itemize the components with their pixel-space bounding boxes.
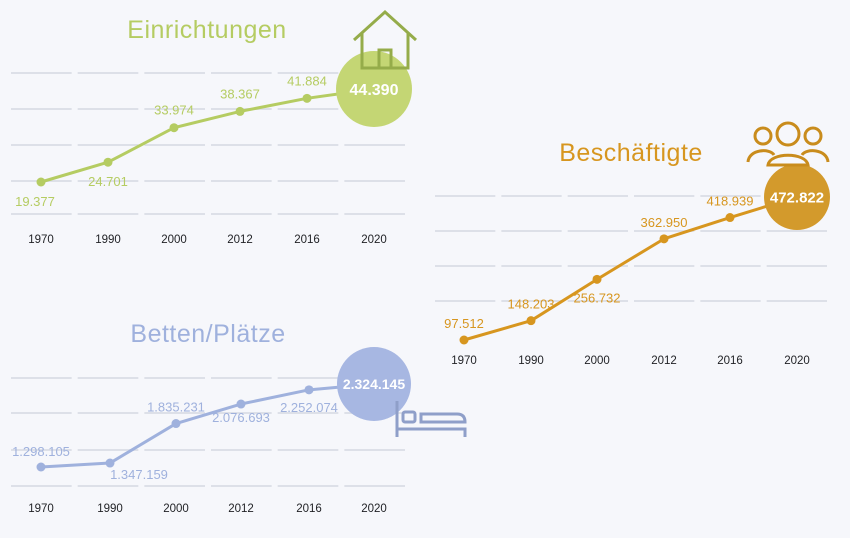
series-line	[40, 382, 375, 469]
chart-title: Beschäftigte	[559, 139, 703, 167]
series-line	[463, 195, 798, 342]
data-point	[236, 399, 246, 409]
data-label: 2.076.693	[212, 410, 270, 425]
data-label: 1.298.105	[12, 444, 70, 459]
data-label: 24.701	[88, 174, 128, 189]
chart-betten: Betten/Plätze 1.298.105 1.347.159 1.835.231…	[11, 320, 411, 515]
chart-title: Betten/Plätze	[130, 320, 285, 348]
data-label: 1.347.159	[110, 467, 168, 482]
value-badge	[336, 51, 412, 127]
data-point	[725, 213, 735, 223]
data-label: 41.884	[287, 73, 327, 88]
data-point	[171, 419, 181, 429]
x-tick-label: 1970	[451, 355, 477, 367]
x-tick-label: 1970	[28, 234, 54, 246]
data-label: 256.732	[574, 290, 621, 305]
x-tick-label: 2016	[294, 234, 320, 246]
data-point	[169, 123, 179, 133]
x-tick-label: 2020	[361, 234, 387, 246]
x-tick-label: 1990	[97, 503, 123, 515]
badge-label: 44.390	[350, 82, 399, 99]
x-tick-label: 2020	[784, 355, 810, 367]
badge-label: 472.822	[770, 189, 824, 206]
data-point	[103, 157, 113, 167]
data-point	[302, 93, 312, 103]
series-line	[40, 87, 375, 184]
data-point	[235, 106, 245, 116]
data-label: 362.950	[641, 215, 688, 230]
x-tick-label: 2012	[651, 355, 677, 367]
data-label: 38.367	[220, 86, 260, 101]
data-point	[105, 458, 115, 468]
data-point	[304, 385, 314, 395]
data-point	[526, 316, 536, 326]
x-tick-label: 2000	[161, 234, 187, 246]
data-label: 148.203	[508, 297, 555, 312]
x-tick-label: 1990	[518, 355, 544, 367]
bed-icon	[395, 401, 467, 437]
data-point	[459, 335, 469, 345]
x-tick-label: 1990	[95, 234, 121, 246]
badge-label: 2.324.145	[343, 376, 405, 392]
data-label: 2.252.074	[280, 400, 338, 415]
data-point	[36, 177, 46, 187]
x-tick-label: 2000	[163, 503, 189, 515]
data-point	[659, 234, 669, 244]
data-point	[592, 274, 602, 284]
data-label: 33.974	[154, 103, 194, 118]
x-tick-label: 2016	[717, 355, 743, 367]
data-label: 1.835.231	[147, 400, 205, 415]
chart-einrichtungen: Einrichtungen 19.377 24.701 33.974 38.367 41.…	[11, 16, 412, 246]
data-label: 19.377	[15, 194, 55, 209]
chart-beschaeftigte: Beschäftigte 97.512 148.203 256.732 362.950 4…	[435, 139, 830, 367]
value-badge	[337, 347, 411, 421]
chart-title: Einrichtungen	[127, 16, 286, 44]
value-badge	[764, 164, 830, 230]
house-icon	[352, 9, 418, 70]
data-label: 97.512	[444, 316, 484, 331]
x-tick-label: 2016	[296, 503, 322, 515]
data-point	[36, 462, 46, 472]
x-tick-label: 2012	[228, 503, 254, 515]
x-tick-label: 2012	[227, 234, 253, 246]
x-tick-label: 2020	[361, 503, 387, 515]
people-group-icon	[746, 121, 830, 167]
x-tick-label: 1970	[28, 503, 54, 515]
data-label: 418.939	[707, 194, 754, 209]
x-tick-label: 2000	[584, 355, 610, 367]
